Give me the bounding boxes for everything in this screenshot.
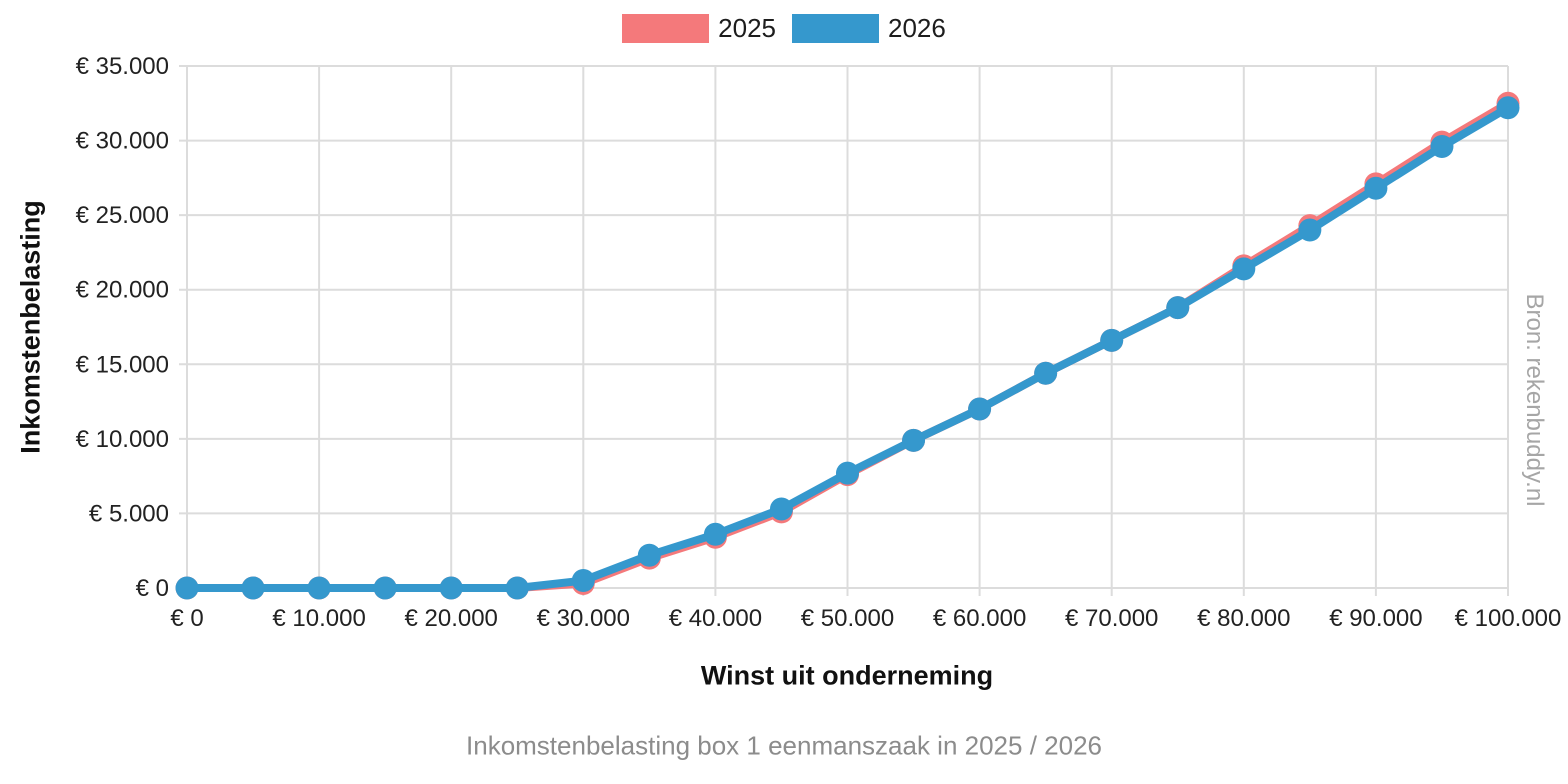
data-point-2026[interactable] [571, 569, 595, 593]
source-watermark: Bron: rekenbuddy.nl [1521, 293, 1548, 507]
data-point-2026[interactable] [836, 461, 859, 485]
chart-caption: Inkomstenbelasting box 1 eenmanszaak in … [466, 730, 1102, 761]
x-tick-label: € 60.000 [933, 605, 1026, 632]
data-point-2026[interactable] [1298, 218, 1322, 242]
data-point-2026[interactable] [175, 576, 199, 600]
data-point-2026[interactable] [1166, 296, 1190, 320]
x-tick-label: € 40.000 [669, 605, 762, 632]
data-point-2026[interactable] [1430, 135, 1454, 159]
x-tick-label: € 80.000 [1197, 605, 1290, 632]
legend-label-2026: 2026 [888, 13, 946, 43]
y-tick-label: € 25.000 [76, 202, 169, 229]
legend-swatch-2025 [622, 14, 710, 43]
chart-legend: 2025 2026 [0, 14, 1568, 43]
x-tick-label: € 70.000 [1065, 605, 1158, 632]
data-point-2026[interactable] [241, 576, 265, 600]
y-tick-label: € 5.000 [89, 500, 169, 527]
data-point-2026[interactable] [1496, 96, 1520, 120]
x-tick-label: € 30.000 [537, 605, 630, 632]
x-tick-label: € 90.000 [1329, 605, 1422, 632]
x-tick-label: € 20.000 [404, 605, 497, 632]
data-point-2026[interactable] [373, 576, 397, 600]
y-tick-label: € 0 [136, 575, 169, 602]
data-point-2026[interactable] [307, 576, 331, 600]
data-point-2026[interactable] [902, 428, 926, 452]
data-point-2026[interactable] [968, 397, 992, 421]
legend-swatch-2026 [792, 14, 879, 43]
data-point-2026[interactable] [1364, 176, 1388, 200]
x-tick-label: € 100.000 [1455, 605, 1562, 632]
data-point-2026[interactable] [1034, 361, 1058, 385]
data-point-2026[interactable] [637, 543, 661, 567]
legend-item-2025[interactable]: 2025 [622, 14, 776, 43]
data-point-2026[interactable] [769, 497, 793, 521]
data-point-2026[interactable] [1100, 328, 1124, 352]
data-point-2026[interactable] [439, 576, 463, 600]
x-tick-label: € 0 [170, 605, 203, 632]
y-tick-label: € 20.000 [76, 277, 169, 304]
y-tick-label: € 10.000 [76, 426, 169, 453]
grid [179, 65, 1509, 596]
x-axis-title: Winst uit onderneming [700, 660, 994, 691]
x-tick-label: € 50.000 [801, 605, 894, 632]
y-tick-label: € 35.000 [76, 53, 169, 80]
y-tick-label: € 15.000 [76, 351, 169, 378]
legend-item-2026[interactable]: 2026 [792, 14, 946, 43]
y-tick-label: € 30.000 [76, 128, 169, 155]
data-point-2026[interactable] [703, 522, 727, 546]
data-point-2026[interactable] [505, 576, 529, 600]
y-axis-title: Inkomstenbelasting [15, 200, 46, 454]
legend-label-2025: 2025 [718, 13, 776, 43]
data-point-2026[interactable] [1232, 257, 1256, 281]
x-tick-label: € 10.000 [272, 605, 365, 632]
